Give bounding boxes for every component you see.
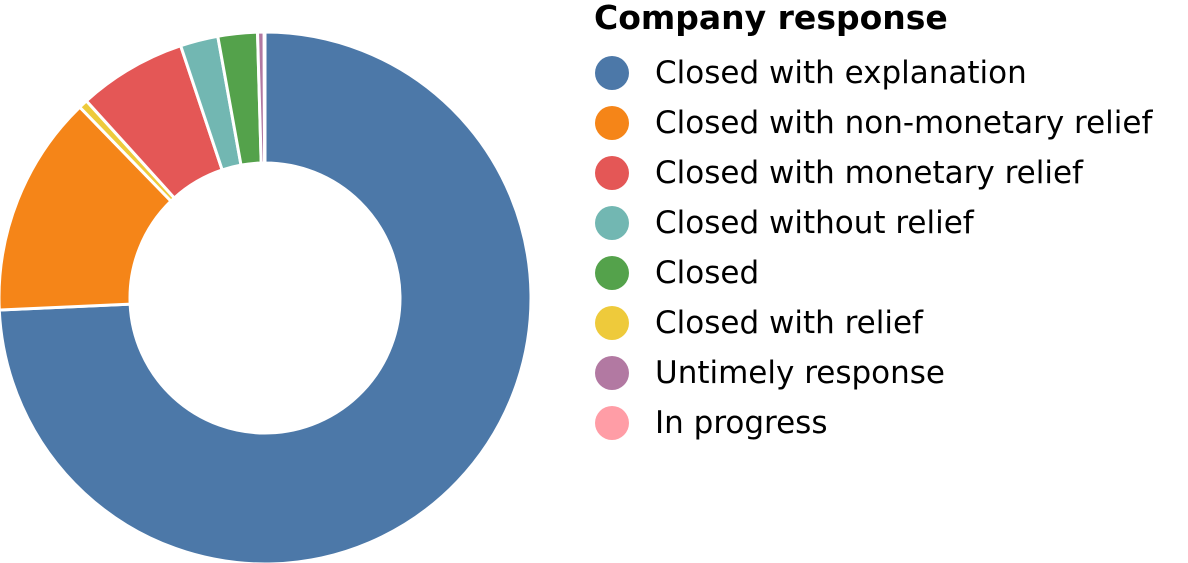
slice-closed-with-explanation bbox=[0, 30, 533, 563]
donut-chart bbox=[0, 30, 533, 563]
legend-label: Closed without relief bbox=[655, 205, 974, 241]
legend-item-closed-with-relief: Closed with relief bbox=[594, 298, 1188, 348]
legend-label: Untimely response bbox=[655, 355, 945, 391]
legend-item-in-progress: In progress bbox=[594, 398, 1188, 448]
legend-swatch bbox=[595, 106, 629, 140]
legend-swatch bbox=[595, 356, 629, 390]
slice-in-progress bbox=[262, 30, 267, 165]
legend-label: In progress bbox=[655, 405, 828, 441]
legend-item-closed-with-explanation: Closed with explanation bbox=[594, 48, 1188, 98]
legend-item-closed-without-relief: Closed without relief bbox=[594, 198, 1188, 248]
legend-item-closed-with-non-monetary-relief: Closed with non-monetary relief bbox=[594, 98, 1188, 148]
legend-title: Company response bbox=[594, 0, 948, 37]
legend-label: Closed bbox=[655, 255, 760, 291]
legend-item-closed: Closed bbox=[594, 248, 1188, 298]
legend-item-untimely-response: Untimely response bbox=[594, 348, 1188, 398]
legend-label: Closed with explanation bbox=[655, 55, 1027, 91]
legend: Company response Closed with explanation… bbox=[594, 0, 1188, 448]
legend-label: Closed with monetary relief bbox=[655, 155, 1083, 191]
legend-swatch bbox=[595, 206, 629, 240]
legend-item-closed-with-monetary-relief: Closed with monetary relief bbox=[594, 148, 1188, 198]
legend-swatch bbox=[595, 156, 629, 190]
legend-swatch bbox=[595, 306, 629, 340]
legend-items: Closed with explanation Closed with non-m… bbox=[594, 48, 1188, 448]
legend-label: Closed with non-monetary relief bbox=[655, 105, 1153, 141]
legend-swatch bbox=[595, 406, 629, 440]
legend-label: Closed with relief bbox=[655, 305, 923, 341]
legend-swatch bbox=[595, 56, 629, 90]
legend-swatch bbox=[595, 256, 629, 290]
